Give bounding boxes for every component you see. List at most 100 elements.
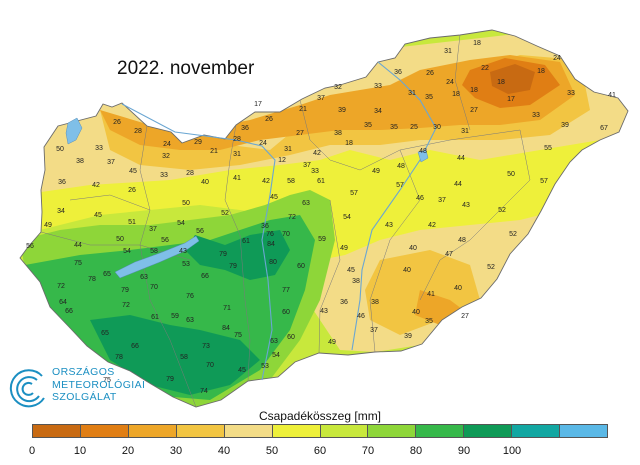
station-value-label: 25: [410, 124, 418, 131]
station-value-label: 54: [177, 220, 185, 227]
station-value-label: 84: [267, 241, 275, 248]
station-value-label: 36: [241, 125, 249, 132]
legend-tick-label: 30: [169, 445, 183, 457]
station-value-label: 39: [338, 107, 346, 114]
station-value-label: 61: [151, 314, 159, 321]
station-value-label: 84: [222, 325, 230, 332]
legend-swatch: [559, 424, 609, 438]
station-value-label: 12: [278, 157, 286, 164]
station-value-label: 53: [182, 261, 190, 268]
station-value-label: 54: [123, 248, 131, 255]
station-value-label: 18: [497, 79, 505, 86]
station-value-label: 58: [287, 178, 295, 185]
omsz-logo: ORSZÁGOS METEOROLÓGIAI SZOLGÁLAT: [6, 362, 176, 418]
station-value-label: 50: [182, 200, 190, 207]
station-value-label: 43: [462, 202, 470, 209]
legend-title: Csapadékösszeg [mm]: [258, 409, 382, 423]
station-value-label: 52: [498, 207, 506, 214]
station-value-label: 66: [65, 308, 73, 315]
station-value-label: 40: [454, 285, 462, 292]
station-value-label: 36: [58, 179, 66, 186]
station-value-label: 49: [340, 245, 348, 252]
station-value-label: 30: [433, 124, 441, 131]
station-value-label: 39: [404, 333, 412, 340]
legend-swatch: [175, 424, 225, 438]
station-value-label: 49: [372, 168, 380, 175]
omsz-logo-text: ORSZÁGOS METEOROLÓGIAI SZOLGÁLAT: [52, 366, 145, 404]
station-value-label: 58: [150, 248, 158, 255]
station-value-label: 72: [57, 283, 65, 290]
station-value-label: 79: [121, 287, 129, 294]
station-value-label: 28: [186, 170, 194, 177]
station-value-label: 52: [221, 210, 229, 217]
station-value-label: 32: [334, 84, 342, 91]
station-value-label: 70: [150, 284, 158, 291]
station-value-label: 38: [76, 158, 84, 165]
station-value-label: 47: [445, 251, 453, 258]
station-value-label: 66: [131, 343, 139, 350]
legend-tick-label: 0: [28, 445, 36, 457]
station-value-label: 26: [426, 70, 434, 77]
station-value-label: 56: [196, 228, 204, 235]
lake-balaton: [114, 235, 200, 279]
station-value-label: 70: [282, 231, 290, 238]
station-value-label: 52: [509, 231, 517, 238]
station-value-label: 36: [340, 299, 348, 306]
station-value-label: 57: [540, 178, 548, 185]
legend-swatch: [415, 424, 465, 438]
station-value-label: 37: [317, 95, 325, 102]
legend-swatch: [127, 424, 177, 438]
station-value-label: 38: [352, 278, 360, 285]
station-value-label: 42: [313, 150, 321, 157]
county-boundaries: [40, 34, 531, 408]
legend-swatch: [463, 424, 513, 438]
station-value-label: 17: [507, 96, 515, 103]
station-value-label: 40: [412, 309, 420, 316]
station-value-label: 49: [328, 339, 336, 346]
logo-line-3: SZOLGÁLAT: [52, 391, 117, 403]
station-value-label: 56: [26, 243, 34, 250]
station-value-label: 31: [408, 90, 416, 97]
station-value-label: 29: [194, 139, 202, 146]
station-value-label: 27: [470, 107, 478, 114]
station-value-label: 45: [129, 168, 137, 175]
station-value-label: 28: [134, 128, 142, 135]
station-value-label: 41: [233, 175, 241, 182]
station-value-label: 70: [206, 362, 214, 369]
legend-swatch: [511, 424, 561, 438]
station-value-label: 61: [317, 178, 325, 185]
station-value-label: 65: [101, 330, 109, 337]
station-value-label: 44: [454, 181, 462, 188]
station-value-label: 66: [201, 273, 209, 280]
logo-line-1: ORSZÁGOS: [52, 366, 115, 378]
station-value-label: 64: [59, 299, 67, 306]
station-value-label: 56: [161, 237, 169, 244]
station-value-label: 21: [299, 106, 307, 113]
station-value-label: 31: [444, 48, 452, 55]
station-value-label: 43: [179, 248, 187, 255]
station-value-label: 24: [163, 141, 171, 148]
legend-tick-label: 100: [502, 445, 522, 457]
station-value-label: 31: [233, 151, 241, 158]
station-value-label: 33: [95, 145, 103, 152]
station-value-label: 33: [532, 112, 540, 119]
lake-tisza: [417, 149, 429, 163]
station-value-label: 26: [113, 119, 121, 126]
station-value-label: 58: [180, 354, 188, 361]
station-value-label: 75: [103, 377, 111, 384]
legend-tick-label: 10: [73, 445, 87, 457]
legend-tick-label: 70: [361, 445, 375, 457]
station-value-label: 31: [461, 128, 469, 135]
station-values: 31 18 24 26 36 24 22 18 18 33 31 35 18 18 17 33 41 32 37 34…: [26, 40, 616, 395]
station-value-label: 72: [288, 214, 296, 221]
station-value-label: 31: [284, 146, 292, 153]
station-value-label: 63: [186, 317, 194, 324]
station-value-label: 74: [200, 388, 208, 395]
station-value-label: 27: [296, 130, 304, 137]
station-value-label: 26: [128, 187, 136, 194]
station-value-label: 50: [116, 236, 124, 243]
station-value-label: 72: [122, 302, 130, 309]
omsz-logo-icon: [9, 369, 45, 408]
station-value-label: 26: [265, 116, 273, 123]
station-value-label: 21: [210, 148, 218, 155]
